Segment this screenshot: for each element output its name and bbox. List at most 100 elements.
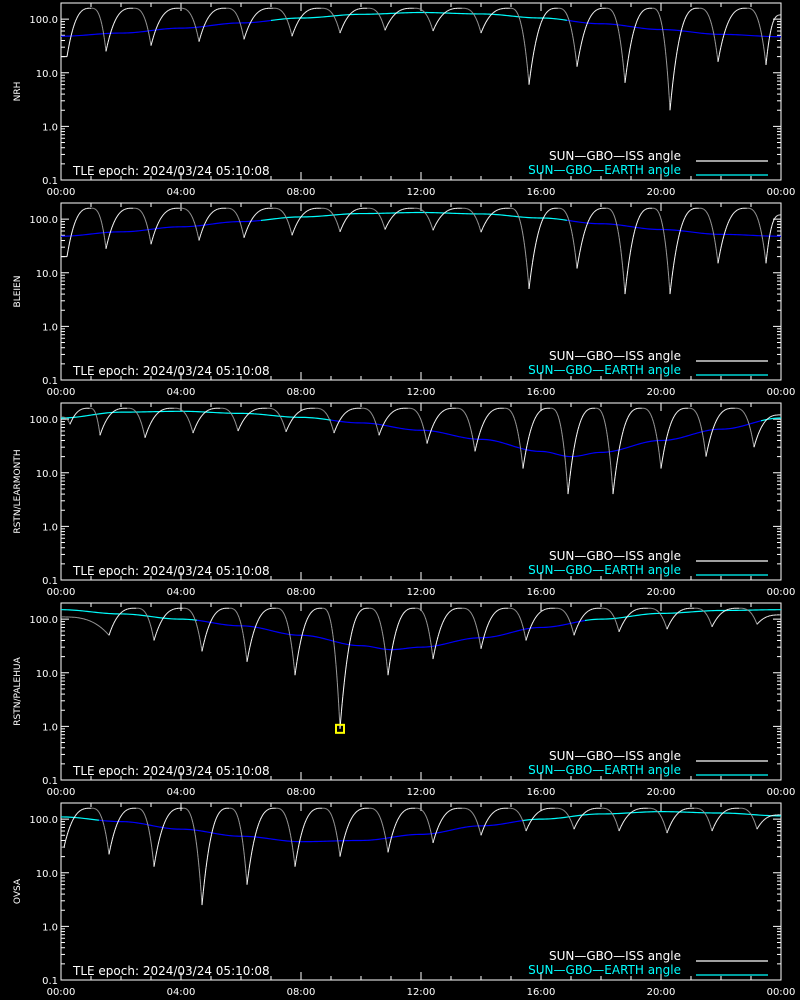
iss-angle-segment [544, 12, 547, 15]
iss-angle-segment [583, 30, 586, 34]
earth-angle-segment [694, 432, 698, 435]
y-tick-label: 1.0 [42, 122, 58, 133]
iss-angle-segment [334, 429, 336, 432]
iss-angle-segment [394, 213, 397, 215]
iss-angle-segment [345, 411, 347, 414]
iss-angle-segment [527, 436, 530, 440]
iss-angle-segment [531, 422, 534, 425]
iss-angle-segment [299, 217, 301, 219]
iss-angle-segment [585, 410, 588, 412]
iss-angle-segment [395, 212, 397, 214]
iss-angle-segment [577, 58, 579, 63]
iss-angle-segment [305, 211, 307, 213]
iss-angle-segment [677, 43, 680, 48]
iss-angle-segment [436, 21, 438, 24]
iss-angle-segment [396, 12, 398, 14]
iss-angle-segment [294, 226, 297, 229]
iss-angle-segment [493, 211, 495, 213]
iss-angle-segment [676, 240, 679, 245]
y-tick-label: 10.0 [36, 69, 58, 80]
iss-angle-segment [199, 233, 202, 237]
iss-angle-segment [151, 37, 154, 41]
x-tick-label: 00:00 [767, 187, 796, 198]
iss-angle-segment [430, 427, 433, 431]
iss-angle-segment [111, 26, 114, 29]
y-tick-label: 10.0 [36, 269, 58, 280]
iss-angle-segment [536, 235, 539, 240]
iss-angle-segment [675, 248, 677, 253]
iss-angle-segment [731, 13, 734, 16]
iss-angle-segment [340, 29, 342, 32]
iss-angle-segment [526, 441, 529, 446]
iss-angle-segment [110, 228, 112, 232]
earth-angle-segment [632, 444, 636, 447]
iss-angle-segment [643, 209, 645, 211]
iss-angle-segment [568, 476, 571, 482]
iss-angle-segment [684, 17, 687, 20]
x-tick-label: 20:00 [647, 387, 676, 398]
earth-angle-segment [756, 420, 760, 423]
iss-angle-segment [590, 15, 592, 17]
iss-angle-segment [486, 219, 488, 221]
iss-angle-segment [436, 220, 439, 223]
earth-angle-segment [690, 433, 694, 436]
earth-angle-segment [688, 434, 692, 436]
iss-angle-segment [530, 426, 533, 430]
iss-angle-segment [438, 218, 440, 220]
iss-angle-segment [335, 426, 338, 429]
iss-angle-segment [492, 212, 494, 214]
iss-angle-segment [210, 13, 212, 15]
iss-angle-segment [114, 219, 116, 221]
iss-angle-segment [489, 14, 492, 17]
iss-angle-segment [156, 224, 158, 227]
iss-angle-segment [156, 25, 158, 28]
iss-angle-segment [200, 416, 202, 418]
iss-angle-segment [252, 216, 255, 218]
iss-angle-segment [537, 31, 539, 35]
iss-angle-segment [195, 423, 198, 426]
iss-angle-segment [572, 448, 575, 453]
iss-angle-segment [344, 20, 346, 23]
iss-angle-segment [593, 11, 595, 14]
iss-angle-segment [435, 417, 438, 420]
iss-angle-segment [686, 13, 689, 15]
iss-angle-segment [205, 220, 207, 223]
iss-angle-segment [635, 22, 637, 25]
iss-angle-segment [728, 219, 730, 222]
iss-angle-segment [204, 221, 207, 224]
iss-angle-segment [642, 9, 645, 12]
iss-angle-segment [481, 424, 484, 427]
iss-angle-segment [546, 211, 548, 213]
iss-angle-segment [570, 465, 572, 471]
iss-angle-segment [108, 232, 111, 236]
iss-angle-line [61, 207, 782, 295]
iss-angle-segment [579, 248, 582, 253]
iss-angle-segment [633, 231, 635, 235]
earth-angle-segment [514, 446, 518, 448]
iss-angle-segment [119, 12, 121, 14]
iss-angle-segment [117, 214, 119, 217]
iss-angle-segment [625, 67, 628, 73]
iss-angle-segment [70, 35, 72, 39]
iss-angle-segment [340, 226, 343, 229]
iss-angle-segment [304, 11, 306, 14]
iss-angle-segment [380, 427, 383, 430]
iss-angle-segment [537, 232, 539, 236]
iss-angle-segment [629, 42, 632, 47]
iss-angle-segment [117, 15, 119, 17]
x-tick-label: 12:00 [407, 187, 436, 198]
iss-angle-segment [336, 424, 338, 427]
iss-angle-segment [493, 11, 495, 13]
iss-angle-segment [440, 412, 442, 414]
y-tick-label: 0.1 [42, 176, 58, 187]
iss-angle-segment [151, 40, 153, 44]
iss-angle-segment [589, 16, 591, 19]
iss-angle-segment [341, 26, 344, 29]
iss-angle-segment [723, 30, 726, 34]
iss-angle-segment [532, 51, 535, 56]
iss-angle-segment [212, 210, 215, 213]
iss-angle-segment [435, 418, 437, 421]
iss-angle-segment [545, 11, 548, 14]
iss-angle-segment [293, 415, 295, 418]
